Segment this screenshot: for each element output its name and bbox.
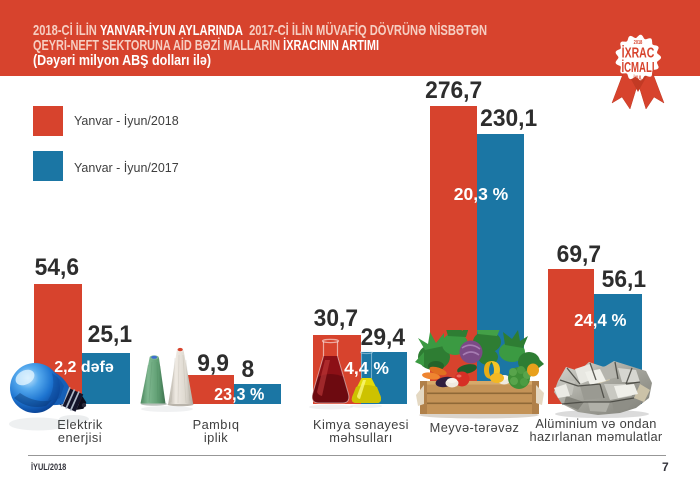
svg-text:2018: 2018: [634, 40, 643, 46]
svg-text:İYUL: İYUL: [634, 74, 643, 81]
svg-text:İCMALI: İCMALI: [621, 58, 654, 76]
svg-text:İXRAC: İXRAC: [622, 44, 655, 61]
